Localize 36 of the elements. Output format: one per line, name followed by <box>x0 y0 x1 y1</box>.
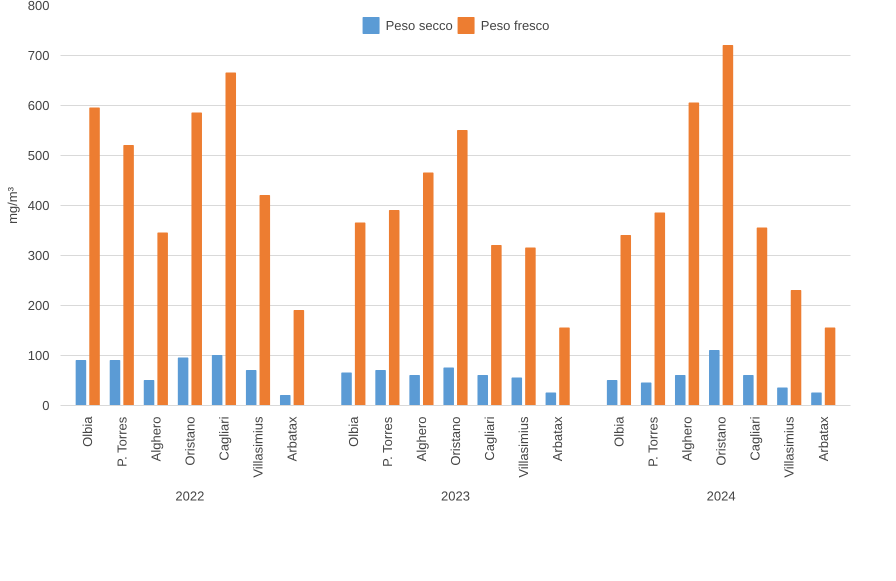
x-tick-label: Cagliari <box>748 416 763 461</box>
text: 2023 <box>441 488 470 504</box>
y-tick-label: 0 <box>42 398 50 413</box>
legend-label: Peso secco <box>386 18 453 32</box>
x-tick-label: Oristano <box>182 416 198 466</box>
y-tick-label: 800 <box>28 0 50 13</box>
x-tick-label: Arbatax <box>550 416 566 462</box>
y-axis-title: mg/m³ <box>4 186 20 224</box>
x-tick-label: Villasimius <box>250 416 266 478</box>
x-tick-label: Oristano <box>448 416 463 466</box>
x-tick-label: P. Torres <box>646 416 660 467</box>
x-tick-label: Villasimius <box>516 416 532 478</box>
x-tick-label: Cagliari <box>482 416 498 461</box>
x-tick-label: Oristano <box>714 416 729 466</box>
x-tick-label: Arbatax <box>284 416 300 462</box>
y-tick-label: 600 <box>28 98 50 113</box>
x-tick-label: Olbia <box>80 416 96 447</box>
y-tick-label: 100 <box>28 348 50 363</box>
x-tick-label: Alghero <box>680 416 695 462</box>
x-tick-label: Alghero <box>148 416 164 462</box>
y-tick-label: 400 <box>28 198 50 213</box>
x-tick-label: P. Torres <box>380 416 395 467</box>
x-tick-label: Olbia <box>611 416 626 447</box>
y-tick-label: 500 <box>28 148 50 163</box>
legend-label: Peso fresco <box>480 18 550 32</box>
y-tick-label: 200 <box>28 298 50 313</box>
text: 2024 <box>706 488 736 504</box>
y-tick-label: 700 <box>28 48 50 63</box>
x-tick-label: Alghero <box>414 416 429 462</box>
x-tick-label: Cagliari <box>216 416 232 461</box>
x-tick-label: Olbia <box>346 416 361 447</box>
x-tick-label: Villasimius <box>782 416 797 478</box>
text: 2022 <box>175 488 204 504</box>
y-tick-label: 300 <box>28 248 50 263</box>
x-tick-label: P. Torres <box>114 416 130 467</box>
x-tick-label: Arbatax <box>816 416 831 462</box>
